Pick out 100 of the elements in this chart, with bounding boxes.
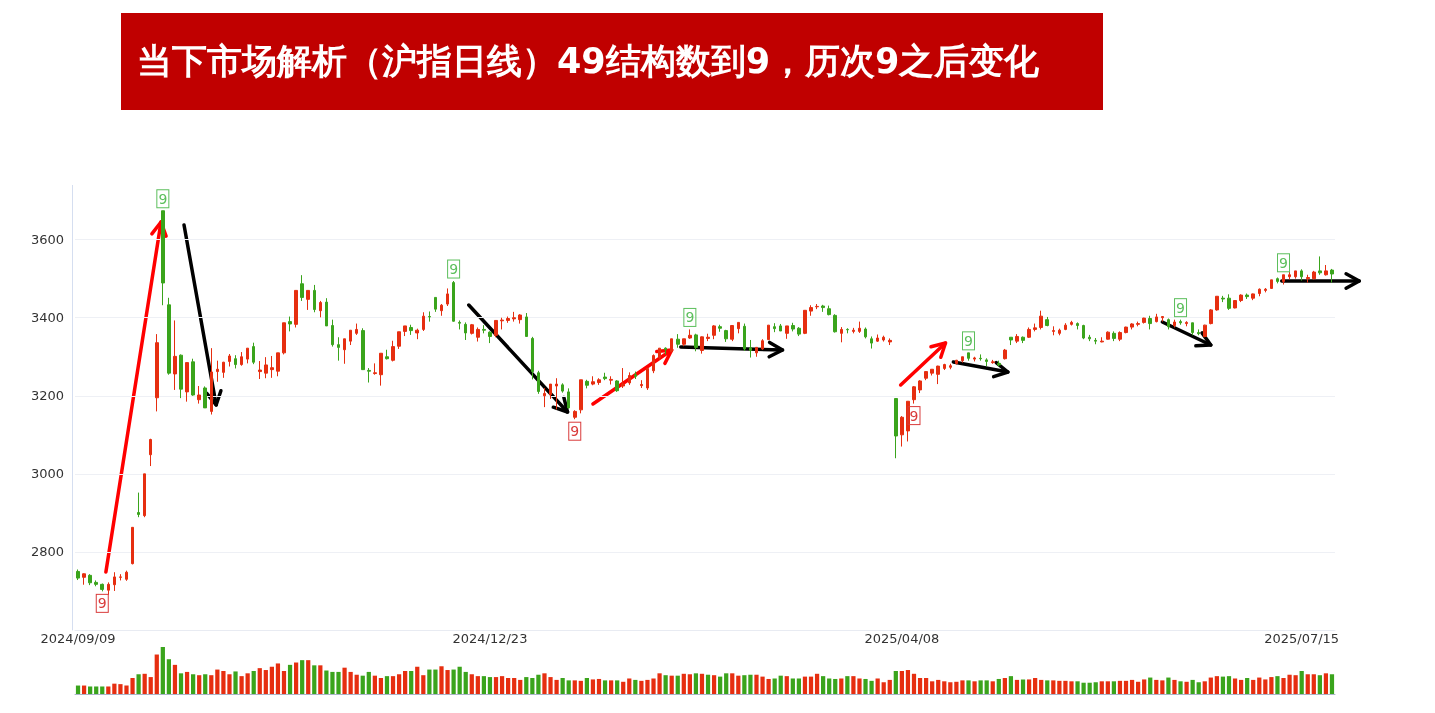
candlestick bbox=[264, 356, 268, 379]
bar bbox=[348, 671, 353, 694]
bar bbox=[1214, 676, 1219, 694]
candlestick bbox=[240, 351, 243, 367]
candlestick bbox=[1082, 324, 1085, 340]
annotation: 9 bbox=[1279, 254, 1288, 271]
bar bbox=[1002, 678, 1007, 694]
bar bbox=[257, 668, 262, 694]
chart-title: 当下市场解析（沪指日线）49结构数到9，历次9之后变化 bbox=[137, 40, 1040, 83]
bar bbox=[1033, 678, 1038, 694]
x-tick-label: 2025/07/15 bbox=[1264, 631, 1340, 646]
bar bbox=[996, 678, 1001, 694]
bar bbox=[209, 675, 214, 694]
bar bbox=[178, 673, 184, 694]
candlestick bbox=[846, 327, 849, 334]
candlestick bbox=[125, 570, 128, 582]
candlestick bbox=[246, 347, 249, 364]
bar bbox=[881, 682, 886, 694]
candlestick bbox=[694, 333, 698, 352]
candlestick bbox=[894, 398, 898, 459]
bar bbox=[718, 676, 723, 694]
bar bbox=[197, 675, 202, 694]
candlestick bbox=[815, 303, 819, 310]
x-tick-label: 2024/12/23 bbox=[452, 631, 528, 646]
candlestick bbox=[882, 335, 885, 343]
bar bbox=[481, 676, 487, 694]
candlestick bbox=[730, 325, 734, 342]
candlestick bbox=[912, 385, 916, 405]
candlestick bbox=[222, 361, 225, 379]
candlestick bbox=[979, 353, 982, 362]
candlestick bbox=[100, 583, 104, 592]
bar bbox=[287, 664, 293, 694]
bar bbox=[463, 671, 468, 694]
bar bbox=[669, 675, 674, 694]
candlestick bbox=[234, 354, 237, 369]
bar bbox=[1299, 670, 1304, 694]
bar bbox=[269, 666, 274, 694]
candlestick bbox=[621, 367, 625, 389]
candlestick bbox=[476, 326, 480, 343]
bar bbox=[354, 674, 359, 694]
candlestick bbox=[1009, 336, 1013, 346]
candlestick bbox=[682, 338, 686, 347]
bar bbox=[1317, 675, 1322, 694]
candlestick bbox=[1330, 268, 1334, 284]
candlestick bbox=[1070, 320, 1073, 327]
bar bbox=[1087, 682, 1092, 694]
candlestick bbox=[864, 326, 867, 339]
bar bbox=[1057, 680, 1062, 694]
annotation: 9 bbox=[1176, 299, 1185, 316]
bar bbox=[427, 669, 432, 694]
candlestick bbox=[549, 383, 552, 400]
bar bbox=[917, 678, 923, 694]
candlestick bbox=[930, 368, 934, 376]
candlestick bbox=[628, 371, 631, 386]
candlestick bbox=[409, 324, 413, 336]
candlestick bbox=[700, 335, 704, 355]
candlestick bbox=[367, 367, 371, 384]
bar bbox=[742, 675, 747, 694]
bar bbox=[112, 683, 117, 694]
candlestick bbox=[197, 385, 201, 405]
candlestick bbox=[1324, 264, 1328, 277]
candlestick bbox=[391, 340, 395, 362]
candlestick bbox=[1264, 287, 1267, 293]
bar bbox=[506, 678, 511, 694]
candlestick bbox=[1015, 333, 1019, 344]
y-tick-label: 2800 bbox=[30, 544, 64, 560]
candlestick bbox=[373, 362, 377, 376]
candlestick bbox=[712, 324, 716, 340]
y-tick-label: 3000 bbox=[30, 466, 64, 482]
bar bbox=[1220, 676, 1226, 694]
bar bbox=[1166, 677, 1171, 694]
bar bbox=[705, 674, 711, 694]
bar bbox=[1245, 678, 1250, 694]
bar bbox=[154, 654, 159, 694]
bar bbox=[627, 678, 632, 694]
bar bbox=[942, 681, 947, 694]
candlestick bbox=[88, 573, 92, 586]
candlestick bbox=[488, 330, 492, 344]
bar bbox=[384, 676, 390, 694]
candlestick bbox=[1258, 287, 1261, 297]
candlestick bbox=[1197, 328, 1200, 336]
bar bbox=[1251, 679, 1256, 694]
bar bbox=[808, 676, 814, 694]
candlestick bbox=[767, 324, 770, 341]
candlestick bbox=[706, 333, 710, 342]
bar bbox=[1014, 679, 1020, 694]
candlestick bbox=[827, 305, 831, 316]
bar bbox=[875, 678, 880, 694]
candlestick bbox=[228, 353, 231, 368]
candlestick bbox=[403, 325, 407, 337]
candlestick bbox=[276, 352, 280, 377]
candlestick bbox=[943, 363, 946, 371]
bar bbox=[493, 677, 499, 694]
candlestick bbox=[349, 329, 352, 346]
bar bbox=[790, 678, 795, 694]
bar bbox=[736, 675, 741, 694]
bar bbox=[923, 678, 929, 694]
bar bbox=[106, 686, 111, 694]
bar bbox=[905, 670, 911, 694]
candlestick bbox=[840, 326, 843, 343]
